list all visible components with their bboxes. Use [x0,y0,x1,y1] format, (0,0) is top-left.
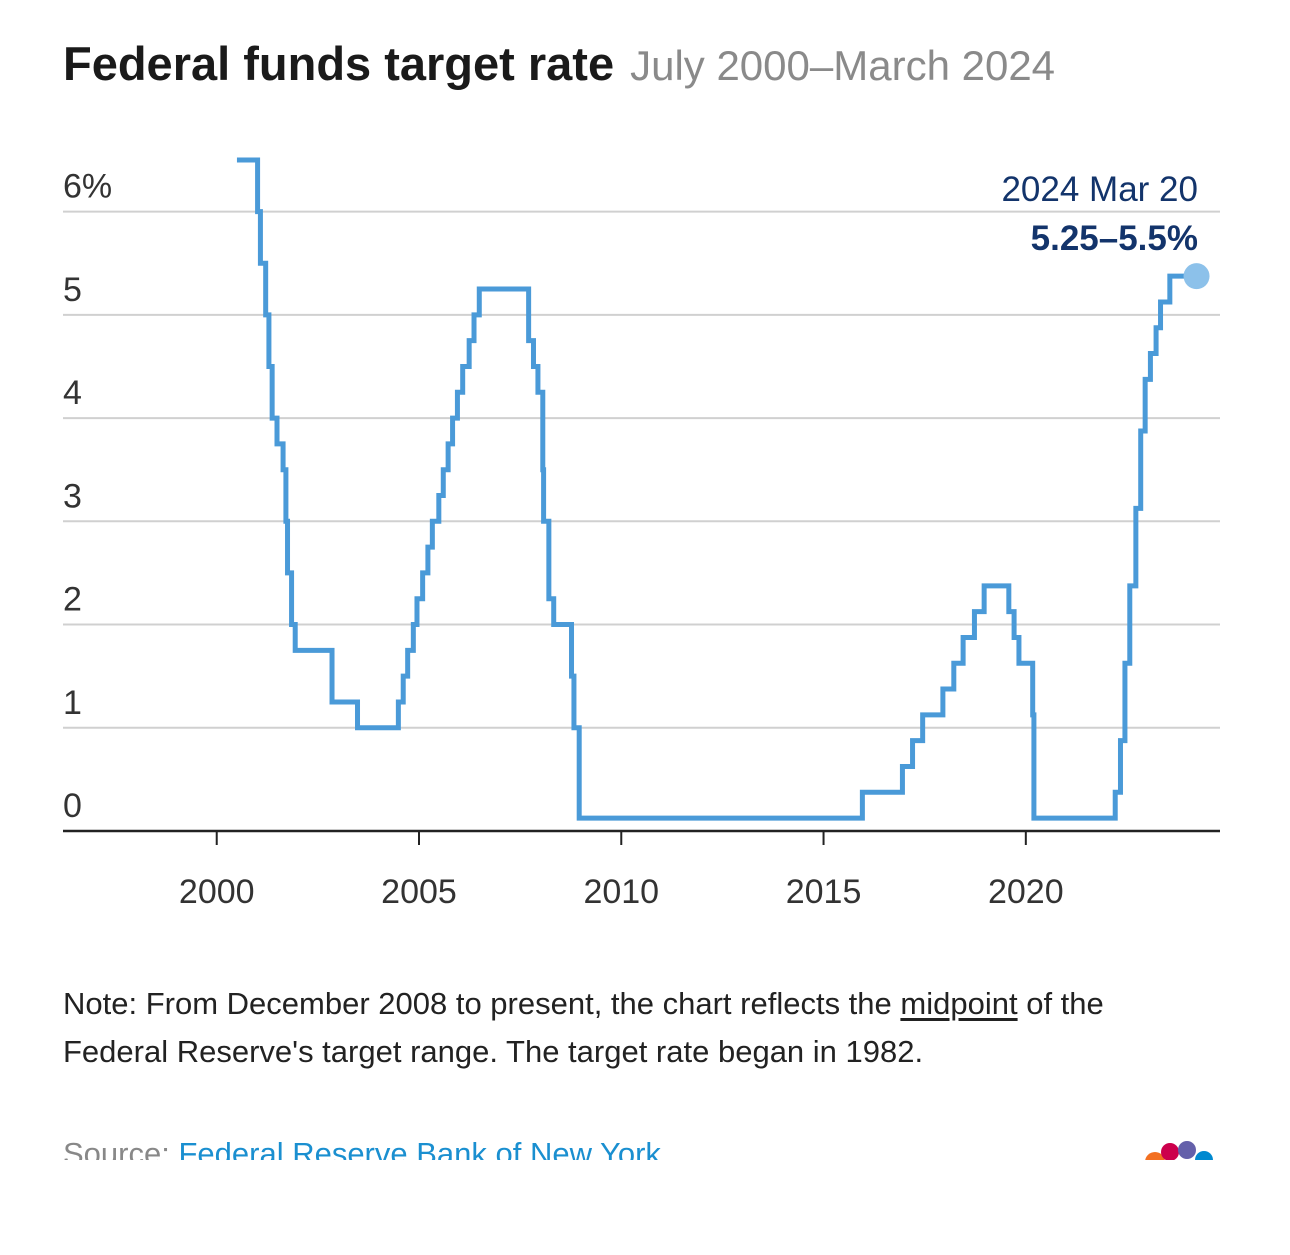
source: Source: Federal Reserve Bank of New York [63,1130,1223,1160]
chart-subtitle: July 2000–March 2024 [630,42,1055,89]
chart-title: Federal funds target rate [63,37,614,90]
chart: Federal funds target rate July 2000–Marc… [63,37,1220,911]
y-tick-label: 6% [63,168,112,206]
x-tick-label: 2000 [179,873,255,911]
source-link[interactable]: Federal Reserve Bank of New York [178,1136,661,1160]
y-tick-label: 3 [63,477,82,515]
annotation-date: 2024 Mar 20 [1001,170,1198,209]
end-marker [1183,263,1210,290]
y-tick-label: 1 [63,684,82,722]
note: Note: From December 2008 to present, the… [63,980,1173,1076]
note-text: Note: From December 2008 to present, the… [63,986,892,1021]
y-tick-label: 5 [63,271,82,309]
source-label: Source: [63,1136,170,1160]
y-tick-label: 4 [63,374,82,412]
x-tick-label: 2020 [988,873,1064,911]
x-tick-label: 2010 [583,873,659,911]
y-tick-label: 0 [63,787,82,825]
annotation-value: 5.25–5.5% [1031,219,1198,258]
note-link[interactable]: midpoint [900,986,1018,1021]
x-tick-label: 2015 [786,873,862,911]
x-tick-label: 2005 [381,873,457,911]
rate-line [236,157,1197,821]
note-text: of the Federal Reserve's target range. T… [63,986,1104,1069]
y-tick-label: 2 [63,581,82,619]
